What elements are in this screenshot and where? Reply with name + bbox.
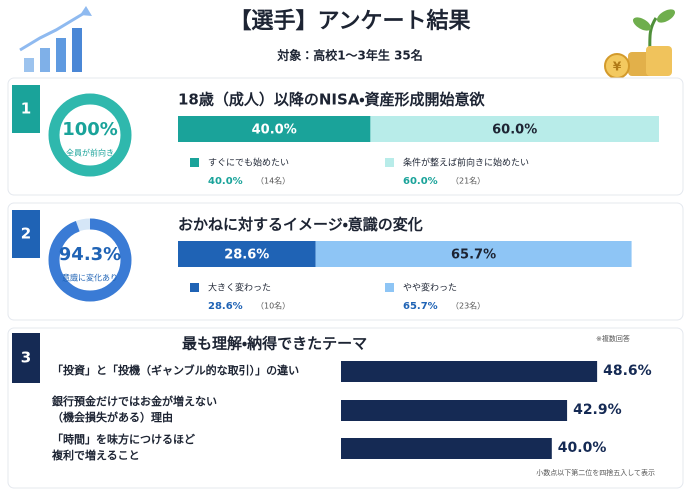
- donut-arc: [48, 218, 132, 302]
- legend-value: 28.6%: [208, 301, 243, 312]
- bar-label: 40.0%: [252, 123, 297, 138]
- legend-name: すぐにでも始めたい: [208, 157, 289, 169]
- legend-name: やや変わった: [403, 282, 457, 294]
- badge: [12, 333, 40, 383]
- legend-value: 60.0%: [403, 176, 438, 187]
- legend-swatch: [190, 283, 199, 292]
- item-label: 「時間」を味方につけるほど: [52, 432, 195, 446]
- legend-value: 65.7%: [403, 301, 438, 312]
- bar: [341, 361, 598, 382]
- subtitle: 対象：高校1〜3年生 35名: [276, 48, 423, 63]
- donut-caption: 全員が前向き: [66, 148, 114, 158]
- item-label: 複利で増えること: [51, 448, 140, 462]
- legend-name: 条件が整えば前向きに始めたい: [403, 157, 529, 169]
- section-title: 最も理解・納得できたテーマ: [182, 335, 367, 353]
- badge-number: 2: [21, 225, 31, 243]
- section-title: おかねに対するイメージ・意識の変化: [178, 216, 423, 234]
- donut-label: 100%: [62, 119, 118, 140]
- badge-number: 1: [21, 100, 31, 118]
- bar-segment: [370, 116, 659, 142]
- bar-label: 28.6%: [224, 248, 269, 263]
- bar-value: 42.9%: [573, 402, 622, 418]
- footnote: 小数点以下第二位を四捨五入して表示: [536, 468, 655, 477]
- donut-label: 94.3%: [59, 244, 121, 265]
- legend-swatch: [385, 158, 394, 167]
- legend-swatch: [385, 283, 394, 292]
- chart-icon: [19, 6, 92, 72]
- bar: [341, 438, 552, 459]
- bar-segment: [178, 241, 316, 267]
- bar-label: 60.0%: [492, 123, 537, 138]
- item-label: 「投資」と「投機（ギャンブル的な取引）」の違い: [52, 363, 299, 377]
- badge-number: 3: [21, 349, 31, 367]
- legend-count: （21名）: [451, 176, 485, 186]
- legend-name: 大きく変わった: [208, 282, 271, 294]
- legend-count: （14名）: [256, 176, 290, 186]
- legend-swatch: [190, 158, 199, 167]
- legend-count: （10名）: [256, 301, 290, 311]
- bar-value: 40.0%: [558, 440, 607, 456]
- donut-arc: [48, 93, 132, 177]
- badge: [12, 210, 40, 258]
- note: ※複数回答: [596, 334, 630, 343]
- section-title: 18歳（成人）以降のNISA・資産形成開始意欲: [178, 91, 486, 109]
- item-label: （機会損失がある）理由: [52, 410, 173, 424]
- coin-icon: ¥: [604, 9, 676, 79]
- bar-label: 65.7%: [451, 248, 496, 263]
- title: 【選手】アンケート結果: [229, 8, 470, 34]
- legend-value: 40.0%: [208, 176, 243, 187]
- bar-segment: [315, 241, 632, 267]
- legend-count: （23名）: [451, 301, 485, 311]
- svg-text:¥: ¥: [613, 60, 622, 74]
- donut-caption: 意識に変化あり: [62, 273, 118, 283]
- badge: [12, 85, 40, 133]
- bar: [341, 400, 568, 421]
- bar-segment: [178, 116, 371, 142]
- item-label: 銀行預金だけではお金が増えない: [51, 394, 217, 408]
- bar-value: 48.6%: [603, 363, 652, 379]
